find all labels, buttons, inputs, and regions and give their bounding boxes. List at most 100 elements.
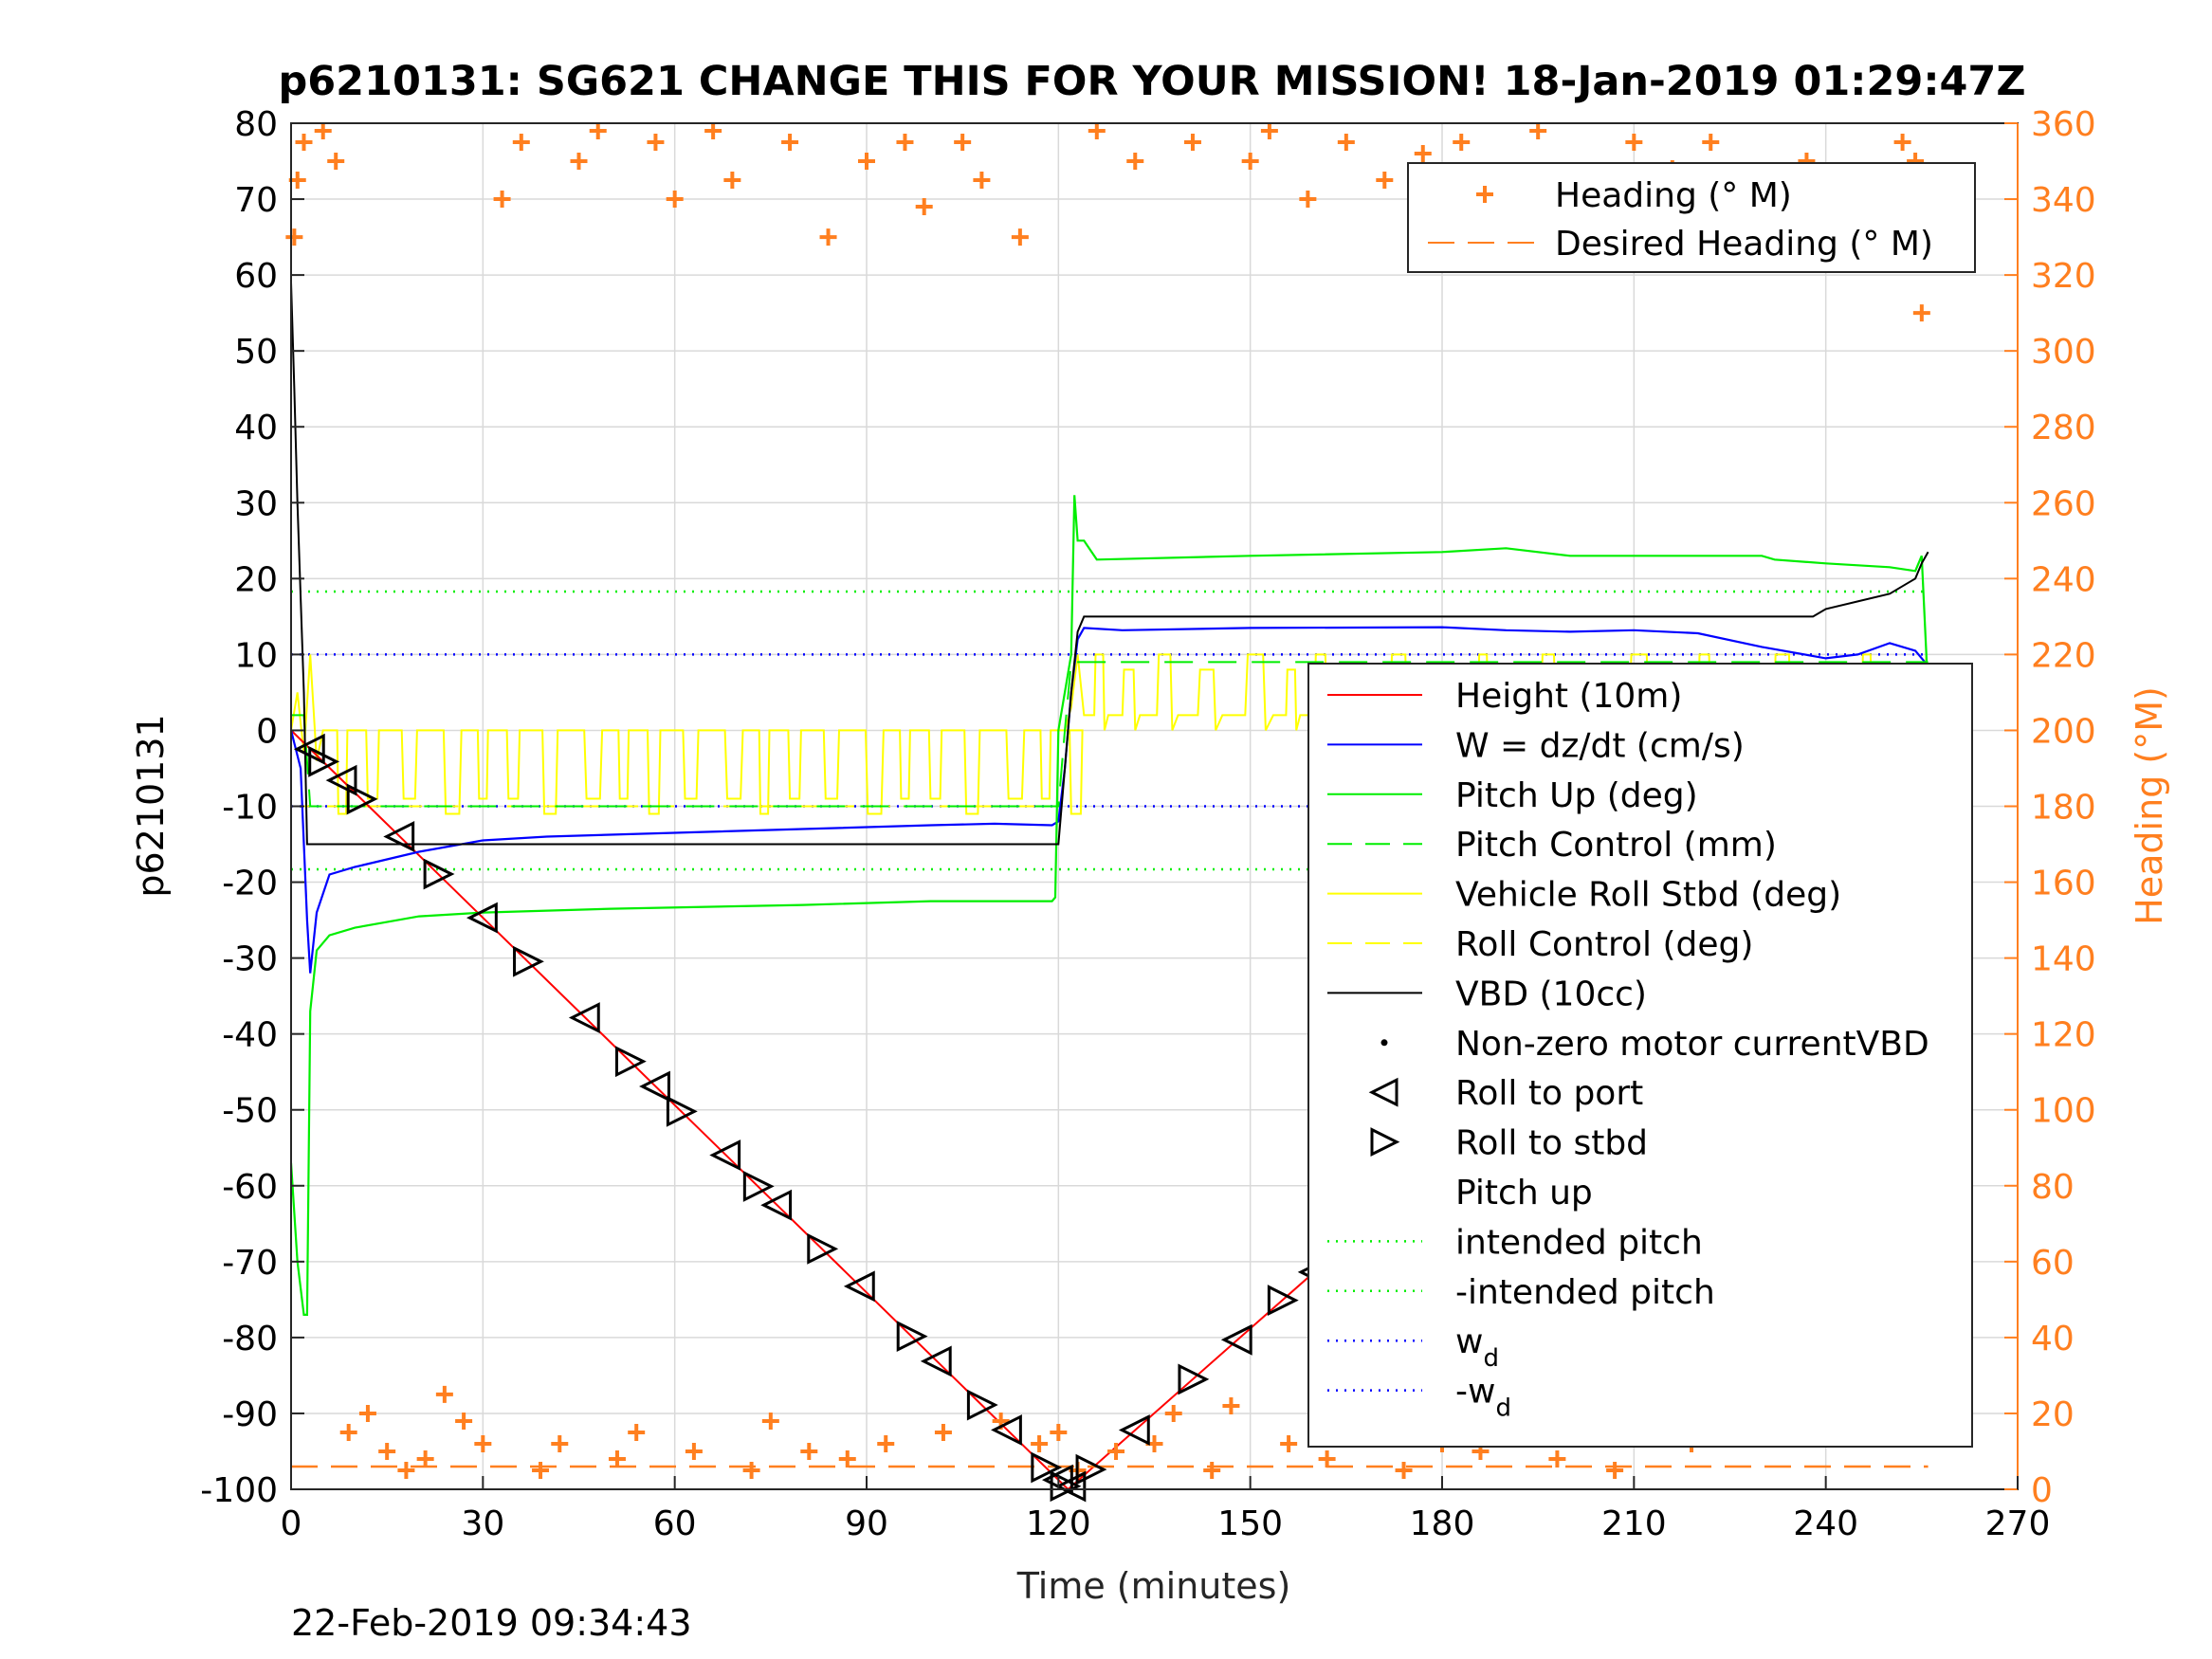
right-tick-label: 120 bbox=[2031, 1016, 2096, 1055]
heading-point bbox=[666, 191, 684, 209]
right-tick-label: 0 bbox=[2031, 1471, 2053, 1510]
heading-point bbox=[1241, 153, 1259, 171]
roll-to-stbd-marker bbox=[1075, 1453, 1107, 1486]
legend-main-label: Pitch Up (deg) bbox=[1455, 776, 1698, 815]
heading-point bbox=[493, 191, 511, 209]
heading-point bbox=[1164, 1404, 1182, 1422]
heading-point bbox=[685, 1442, 703, 1460]
right-tick-label: 180 bbox=[2031, 789, 2096, 828]
legend-main-label: VBD (10cc) bbox=[1455, 975, 1647, 1013]
legend-main-label: Pitch Control (mm) bbox=[1455, 826, 1777, 865]
legend-main-label: Non-zero motor currentVBD bbox=[1455, 1025, 1929, 1064]
roll-to-stbd-marker bbox=[966, 1389, 998, 1421]
right-tick-label: 200 bbox=[2031, 712, 2096, 751]
right-tick-label: 220 bbox=[2031, 636, 2096, 675]
left-tick-label: -40 bbox=[222, 1016, 278, 1055]
x-tick-label: 60 bbox=[653, 1504, 697, 1543]
right-axis-label: Heading (°M) bbox=[2129, 686, 2170, 925]
heading-point bbox=[327, 153, 345, 171]
roll-to-stbd-marker bbox=[1178, 1363, 1210, 1395]
roll-to-port-marker bbox=[1220, 1323, 1252, 1356]
heading-point bbox=[532, 1461, 550, 1479]
left-tick-label: -90 bbox=[222, 1395, 278, 1434]
right-tick-label: 20 bbox=[2031, 1395, 2075, 1434]
heading-point bbox=[1548, 1449, 1566, 1468]
legend-heading: Heading (° M) Desired Heading (° M) bbox=[1407, 162, 1976, 273]
heading-point bbox=[608, 1449, 626, 1468]
heading-point bbox=[378, 1442, 396, 1460]
heading-point bbox=[800, 1442, 818, 1460]
heading-point bbox=[1702, 134, 1720, 152]
roll-to-port-marker bbox=[1054, 1470, 1087, 1503]
right-tick-label: 40 bbox=[2031, 1320, 2075, 1358]
heading-point bbox=[1529, 122, 1547, 140]
roll-to-port-marker bbox=[466, 902, 498, 934]
left-tick-label: 40 bbox=[234, 409, 278, 447]
legend-main-label: Height (10m) bbox=[1455, 677, 1682, 716]
right-tick-label: 280 bbox=[2031, 409, 2096, 447]
heading-point bbox=[1031, 1434, 1049, 1452]
roll-to-port-marker bbox=[1118, 1414, 1150, 1446]
right-tick-label: 300 bbox=[2031, 333, 2096, 372]
heading-point bbox=[416, 1449, 434, 1468]
legend-main-label: intended pitch bbox=[1455, 1223, 1703, 1262]
legend-main-label: -intended pitch bbox=[1455, 1273, 1715, 1312]
heading-point bbox=[358, 1404, 376, 1422]
heading-point bbox=[819, 228, 837, 246]
heading-point bbox=[397, 1461, 415, 1479]
heading-point bbox=[1893, 134, 1911, 152]
heading-point bbox=[1318, 1449, 1336, 1468]
heading-point bbox=[877, 1434, 895, 1452]
roll-to-stbd-marker bbox=[614, 1046, 647, 1078]
heading-point bbox=[1222, 1396, 1240, 1414]
left-tick-label: 50 bbox=[234, 333, 278, 372]
heading-point bbox=[1606, 1461, 1624, 1479]
roll-to-stbd-marker bbox=[513, 945, 544, 977]
heading-point bbox=[723, 172, 741, 190]
legend-main-label: Pitch up bbox=[1455, 1174, 1593, 1212]
legend-swatch-stbd bbox=[1370, 1127, 1400, 1158]
roll-to-port-marker bbox=[760, 1189, 793, 1221]
legend-main-label: W = dz/dt (cm/s) bbox=[1455, 726, 1745, 765]
heading-point bbox=[647, 134, 665, 152]
heading-point bbox=[1625, 134, 1643, 152]
heading-point bbox=[1050, 1423, 1068, 1441]
heading-point bbox=[934, 1423, 952, 1441]
legend-main: Height (10m) W = dz/dt (cm/s) Pitch Up (de… bbox=[1307, 663, 1973, 1448]
heading-point bbox=[474, 1434, 492, 1452]
heading-point bbox=[1126, 153, 1144, 171]
heading-point bbox=[915, 198, 933, 216]
left-tick-label: 70 bbox=[234, 181, 278, 220]
heading-point bbox=[435, 1385, 453, 1403]
heading-point bbox=[1337, 134, 1355, 152]
roll-to-stbd-marker bbox=[666, 1095, 698, 1127]
left-tick-label: 80 bbox=[234, 105, 278, 144]
left-tick-label: 60 bbox=[234, 257, 278, 296]
heading-point bbox=[858, 153, 875, 171]
heading-point bbox=[314, 122, 332, 140]
left-tick-label: -80 bbox=[222, 1320, 278, 1358]
heading-point bbox=[781, 134, 799, 152]
heading-point bbox=[628, 1423, 646, 1441]
heading-point bbox=[1376, 172, 1394, 190]
roll-to-stbd-marker bbox=[1031, 1451, 1063, 1484]
roll-to-port-marker bbox=[991, 1413, 1022, 1446]
roll-to-stbd-marker bbox=[308, 745, 340, 777]
heading-point bbox=[1088, 122, 1106, 140]
x-tick-label: 120 bbox=[1026, 1504, 1091, 1543]
roll-to-stbd-marker bbox=[1050, 1470, 1082, 1503]
heading-point bbox=[570, 153, 588, 171]
right-tick-label: 140 bbox=[2031, 940, 2096, 979]
left-tick-label: 30 bbox=[234, 484, 278, 523]
roll-to-stbd-marker bbox=[896, 1321, 928, 1352]
heading-point bbox=[455, 1412, 473, 1430]
x-tick-label: 30 bbox=[461, 1504, 504, 1543]
left-tick-label: -30 bbox=[222, 940, 278, 979]
roll-to-stbd-marker bbox=[807, 1232, 839, 1265]
heading-point bbox=[295, 134, 313, 152]
left-axis-label: p6210131 bbox=[130, 714, 172, 897]
left-tick-label: -50 bbox=[222, 1092, 278, 1131]
x-tick-label: 180 bbox=[1410, 1504, 1475, 1543]
roll-to-port-marker bbox=[568, 1002, 600, 1033]
